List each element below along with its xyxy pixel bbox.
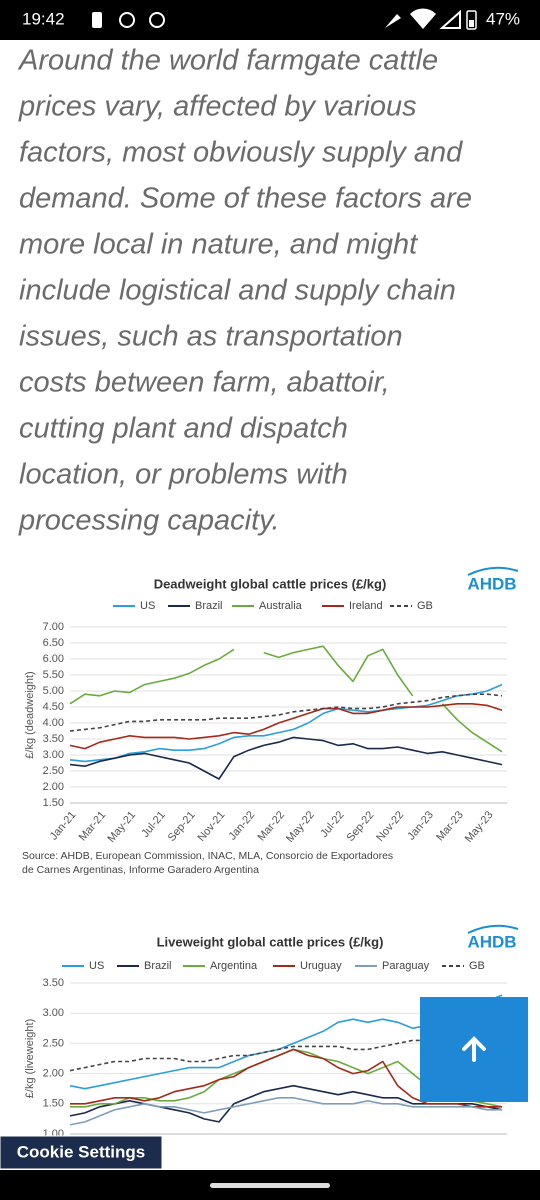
series-line xyxy=(70,1048,502,1108)
series-line xyxy=(69,736,503,780)
logo-swoosh xyxy=(467,566,519,576)
cookie-button-bg[interactable] xyxy=(0,1135,163,1170)
status-icons xyxy=(92,8,477,30)
gesture-pill xyxy=(210,1183,330,1188)
series-line xyxy=(69,703,503,750)
legend-label: GB xyxy=(417,600,433,612)
legend-label: Australia xyxy=(259,600,303,612)
icon xyxy=(92,12,102,28)
series-line xyxy=(69,683,503,763)
battery-icon xyxy=(466,10,477,30)
charts: Deadweight global cattle prices (£/kg) AH… xyxy=(0,560,540,1170)
legend-label: Paraguay xyxy=(382,960,430,972)
y-tick-label: 2.50 xyxy=(43,1037,64,1049)
article-line: issues, such as transportation xyxy=(19,321,403,353)
cookie-button[interactable]: Cookie Settings xyxy=(0,1135,163,1170)
legend-label: US xyxy=(89,960,104,972)
y-tick-label: 7.00 xyxy=(43,621,64,633)
clock: 19:42 xyxy=(22,9,65,28)
chart-title: Liveweight global cattle prices (£/kg) xyxy=(157,934,384,949)
legend-label: GB xyxy=(469,960,485,972)
legend-label: US xyxy=(140,600,155,612)
article-line: factors, most obviously supply and xyxy=(19,137,463,169)
y-tick-label: 2.50 xyxy=(43,765,64,777)
y-axis-label: £/kg (liveweight) xyxy=(24,1019,36,1098)
article-line: Around the world farmgate cattle xyxy=(17,45,438,77)
battery-text: 47% xyxy=(486,9,520,28)
icon xyxy=(439,9,461,29)
y-tick-label: 1.50 xyxy=(43,1098,64,1110)
icon xyxy=(385,14,401,28)
icon xyxy=(119,12,135,28)
article: Around the world farmgate cattle prices v… xyxy=(17,45,472,537)
battery-level xyxy=(469,20,474,27)
y-tick-label: 6.50 xyxy=(43,637,64,649)
y-tick-label: 3.00 xyxy=(43,749,64,761)
article-line: location, or problems with xyxy=(19,459,348,491)
article-line: prices vary, affected by various xyxy=(18,91,417,123)
y-tick-label: 2.00 xyxy=(43,1068,64,1080)
legend-label: Brazil xyxy=(195,600,223,612)
legend-label: Ireland xyxy=(349,600,383,612)
article-line: costs between farm, abattoir, xyxy=(19,367,390,399)
y-tick-label: 3.50 xyxy=(43,733,64,745)
chart: Deadweight global cattle prices (£/kg) AH… xyxy=(0,560,540,885)
series-line xyxy=(69,1097,502,1126)
arrow-up xyxy=(462,1036,486,1062)
y-axis-label: £/kg (deadweight) xyxy=(24,671,36,758)
source-note: de Carnes Argentinas, Informe Garadero A… xyxy=(22,864,259,876)
article-line: processing capacity. xyxy=(18,505,280,537)
scroll-top-button[interactable] xyxy=(420,997,528,1102)
article-line: more local in nature, and might xyxy=(19,229,419,261)
chart-title: Deadweight global cattle prices (£/kg) xyxy=(154,576,387,591)
logo-swoosh xyxy=(467,924,519,934)
y-tick-label: 1.50 xyxy=(43,797,64,809)
icon xyxy=(410,8,436,29)
icon xyxy=(149,12,165,28)
legend-label: Argentina xyxy=(210,960,258,972)
legend-label: Uruguay xyxy=(300,960,342,972)
legend-label: Brazil xyxy=(144,960,172,972)
logo: AHDB xyxy=(467,932,516,951)
source-note: Source: AHDB, European Commission, INAC,… xyxy=(22,850,393,862)
article-line: demand. Some of these factors are xyxy=(19,183,472,215)
y-tick-label: 3.00 xyxy=(43,1007,64,1019)
article-line: include logistical and supply chain xyxy=(19,275,456,307)
logo: AHDB xyxy=(467,574,516,593)
y-tick-label: 4.50 xyxy=(43,701,64,713)
y-tick-label: 3.50 xyxy=(43,977,64,989)
series-line xyxy=(69,645,503,753)
article-line: cutting plant and dispatch xyxy=(19,413,348,445)
y-tick-label: 5.50 xyxy=(43,669,64,681)
cookie-button-label[interactable]: Cookie Settings xyxy=(17,1142,145,1161)
series-line xyxy=(69,693,503,732)
y-tick-label: 6.00 xyxy=(43,653,64,665)
y-tick-label: 5.00 xyxy=(43,685,64,697)
y-tick-label: 2.00 xyxy=(43,781,64,793)
y-tick-label: 4.00 xyxy=(43,717,64,729)
